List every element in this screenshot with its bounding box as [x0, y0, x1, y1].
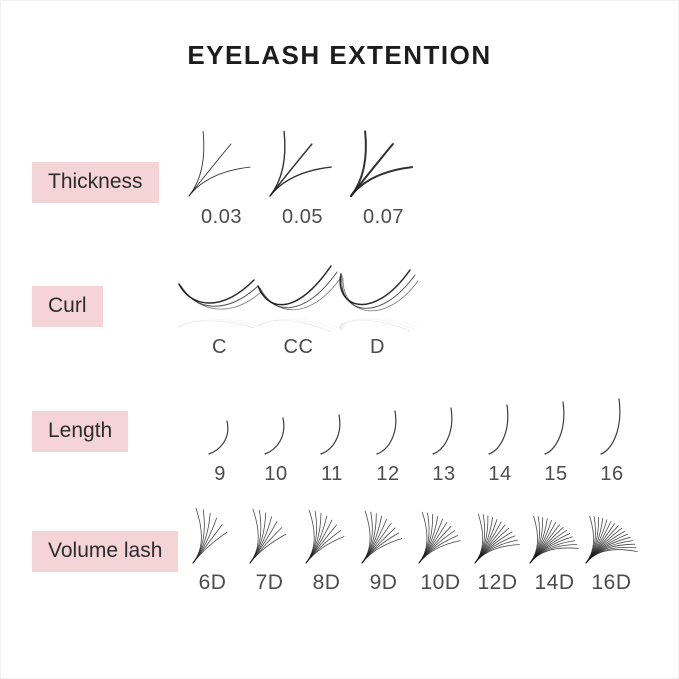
length-item: 12 — [360, 408, 416, 486]
volume-item-value: 10D — [420, 571, 461, 594]
curl-item-value: C — [212, 336, 227, 358]
lash-length-icon — [600, 398, 621, 455]
volume-item: 14D — [526, 512, 583, 595]
thickness-item-value: 0.05 — [282, 206, 323, 228]
volume-item-value: 7D — [255, 571, 284, 594]
length-item-value: 13 — [432, 463, 456, 485]
lash-fan-icon — [349, 130, 413, 197]
length-item-value: 16 — [600, 463, 624, 485]
volume-item: 16D — [583, 512, 640, 595]
volume-fan-icon — [418, 511, 461, 564]
curl-label: Curl — [32, 286, 103, 327]
thickness-items: 0.03 0.05 0.07 — [181, 126, 424, 229]
volume-item: 12D — [469, 510, 526, 595]
lash-length-icon — [544, 401, 565, 455]
lash-length-icon — [376, 410, 397, 455]
volume-item: 7D — [241, 505, 298, 595]
length-item-value: 12 — [376, 463, 400, 485]
length-item: 9 — [192, 418, 248, 486]
lash-length-icon — [488, 404, 509, 455]
volume-fan-icon — [585, 515, 638, 564]
length-item: 11 — [304, 412, 360, 486]
volume-item: 6D — [184, 504, 241, 595]
lash-fan-icon — [268, 130, 332, 197]
thickness-item: 0.07 — [343, 126, 424, 229]
length-item: 15 — [528, 399, 584, 486]
lash-length-icon — [320, 414, 341, 455]
volume-item-value: 9D — [369, 571, 398, 594]
curl-lash-icon — [338, 269, 418, 332]
length-item: 14 — [472, 402, 528, 486]
volume-item-value: 6D — [198, 571, 227, 594]
volume-fan-icon — [529, 515, 579, 564]
volume-fan-icon — [249, 508, 286, 564]
thickness-item: 0.05 — [262, 126, 343, 229]
volume-item: 8D — [298, 506, 355, 595]
lash-length-icon — [432, 407, 453, 455]
lash-fan-icon — [188, 130, 251, 197]
volume-lash-label: Volume lash — [32, 531, 179, 572]
volume-fan-icon — [474, 513, 520, 564]
curl-lash-icon — [177, 279, 261, 329]
length-item-value: 11 — [321, 463, 343, 485]
volume-item-value: 8D — [312, 571, 341, 594]
page-title: EYELASH EXTENTION — [187, 40, 492, 70]
thickness-item: 0.03 — [181, 126, 262, 229]
curl-item: C — [177, 258, 261, 359]
length-item-value: 9 — [214, 463, 226, 485]
volume-items: 6D 7D 8D 9D 10D 12D 14D 16D — [184, 504, 640, 595]
volume-item-value: 16D — [591, 571, 632, 594]
lash-length-icon — [264, 417, 285, 455]
length-item-value: 10 — [264, 463, 288, 485]
thickness-item-value: 0.07 — [363, 206, 404, 228]
length-items: 9 10 11 12 13 14 15 16 — [192, 396, 640, 486]
volume-item: 10D — [412, 508, 469, 595]
length-label: Length — [32, 411, 129, 452]
volume-fan-icon — [192, 507, 228, 564]
thickness-item-value: 0.03 — [201, 206, 242, 228]
thickness-label: Thickness — [32, 162, 159, 203]
length-item-value: 14 — [488, 463, 512, 485]
length-item: 16 — [584, 396, 640, 486]
length-item-value: 15 — [544, 463, 568, 485]
volume-item: 9D — [355, 507, 412, 595]
length-item: 10 — [248, 415, 304, 486]
curl-item: CC — [256, 258, 340, 359]
curl-item: D — [338, 258, 418, 359]
volume-fan-icon — [361, 510, 403, 564]
volume-item-value: 14D — [534, 571, 575, 594]
length-item: 13 — [416, 405, 472, 486]
curl-items: C CC D — [177, 258, 418, 359]
lash-length-icon — [208, 420, 229, 455]
curl-lash-icon — [256, 265, 340, 333]
volume-item-value: 12D — [477, 571, 518, 594]
curl-item-value: D — [370, 336, 385, 358]
curl-item-value: CC — [283, 336, 314, 358]
volume-fan-icon — [305, 509, 344, 564]
